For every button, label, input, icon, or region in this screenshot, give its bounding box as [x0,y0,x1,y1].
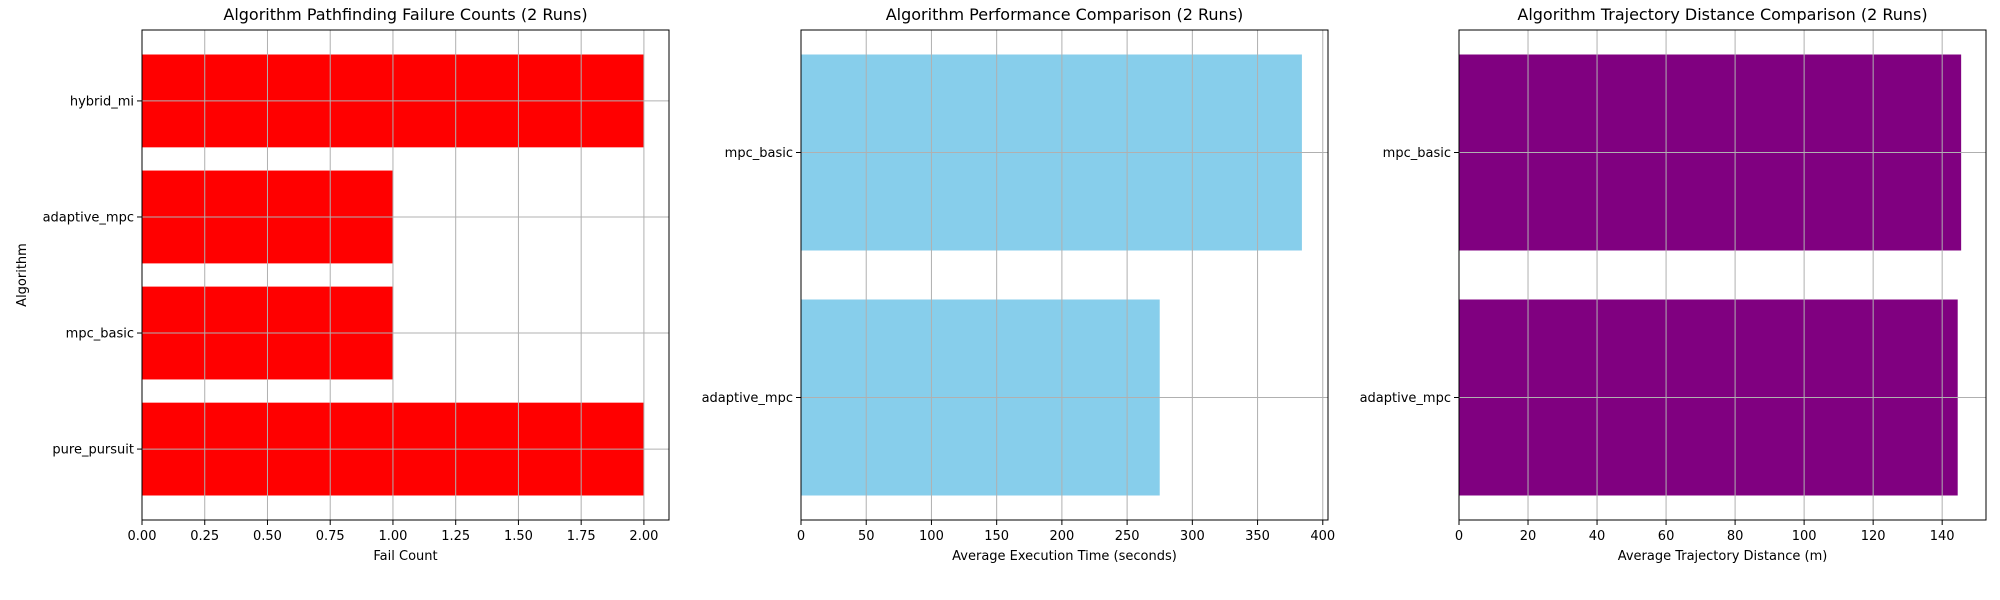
chart-title: Algorithm Pathfinding Failure Counts (2 … [223,5,587,24]
x-tick-label: 100 [919,529,944,544]
x-tick-label: 20 [1520,529,1537,544]
plot-frame [1458,29,1987,521]
x-tick-label: 50 [858,529,875,544]
x-tick-label: 1.75 [567,529,596,544]
y-tick-label: mpc_basic [66,327,134,342]
x-tick-label: 200 [1049,529,1074,544]
x-tick-label: 250 [1115,529,1140,544]
x-tick-label: 2.00 [629,529,658,544]
x-axis-label: Average Trajectory Distance (m) [1618,549,1828,564]
x-tick-label: 80 [1727,529,1744,544]
chart-title: Algorithm Performance Comparison (2 Runs… [886,5,1244,24]
y-tick-label: adaptive_mpc [702,391,793,406]
x-tick-label: 0.75 [316,529,345,544]
chart-panel-trajectory-distance: 0 20 40 60 80 100 120 140 adaptive_mpc mpc_basic A… [1360,5,1987,564]
x-tick-label: 400 [1310,529,1335,544]
x-tick-label: 1.25 [441,529,470,544]
y-tick-label: hybrid_mi [70,94,134,109]
y-tick-label: pure_pursuit [52,443,134,458]
x-tick-label: 0.25 [190,529,219,544]
x-tick-label: 300 [1180,529,1205,544]
x-tick-label: 150 [984,529,1009,544]
y-tick-label: adaptive_mpc [1360,391,1451,406]
x-tick-label: 1.50 [504,529,533,544]
x-tick-label: 0.00 [128,529,157,544]
y-axis-label: Algorithm [15,243,30,307]
chart-panel-execution-time: 0 50 100 150 200 250 300 350 400 adaptive_mpc mpc_… [702,5,1336,564]
x-tick-label: 0 [797,529,805,544]
plot-frame [141,29,670,521]
y-tick-label: mpc_basic [1383,146,1451,161]
x-axis-label: Average Execution Time (seconds) [952,549,1177,564]
plot-frame [800,29,1329,521]
y-tick-label: mpc_basic [725,146,793,161]
x-axis-label: Fail Count [373,549,437,564]
x-tick-label: 60 [1658,529,1675,544]
x-tick-label: 140 [1930,529,1955,544]
x-tick-label: 100 [1792,529,1817,544]
chart-panel-failure-counts: 0.00 0.25 0.50 0.75 1.00 1.25 1.50 1.75 2.00 pure… [15,5,670,564]
x-tick-label: 0 [1455,529,1463,544]
x-tick-label: 1.00 [378,529,407,544]
x-tick-label: 120 [1861,529,1886,544]
x-tick-label: 40 [1589,529,1606,544]
x-tick-label: 0.50 [253,529,282,544]
y-tick-label: adaptive_mpc [43,210,134,225]
chart-title: Algorithm Trajectory Distance Comparison… [1517,5,1927,24]
x-tick-label: 350 [1245,529,1270,544]
